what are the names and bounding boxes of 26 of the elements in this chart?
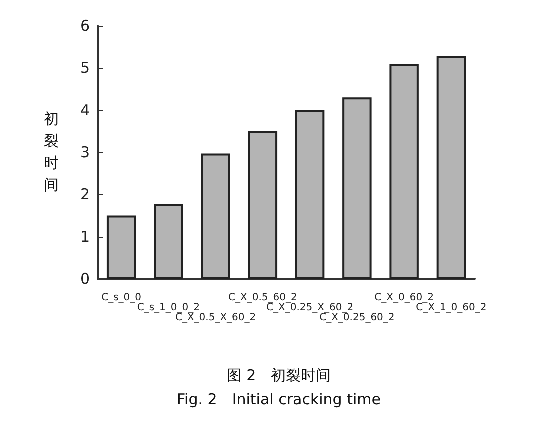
x-tick-label: C_X_0.25_X_60_2 <box>266 302 354 314</box>
y-tick-label: 3 <box>80 144 90 162</box>
bar <box>201 154 230 279</box>
x-tick-label: C_X_0_60_2 <box>374 292 434 304</box>
y-tick-label: 0 <box>80 270 90 288</box>
bar <box>248 131 278 279</box>
x-tick-label: C_s_0_0 <box>102 292 142 304</box>
bar <box>390 64 419 279</box>
x-tick-label: C_X_1_0_60_2 <box>416 302 487 314</box>
x-tick-label: C_s_1_0_0_2 <box>137 302 200 314</box>
x-tick-label: C_X_0.25_60_2 <box>320 312 395 324</box>
bar <box>106 216 136 279</box>
caption: 图 2 初裂时间 <box>226 366 332 384</box>
y-tick-label: 2 <box>80 186 90 204</box>
bar <box>342 98 372 279</box>
y-tick-label: 6 <box>80 17 90 35</box>
caption: Fig. 2 Initial cracking time <box>177 390 381 408</box>
y-axis-title: 初裂时间 <box>44 110 59 194</box>
x-tick-label: C_X_0.5_X_60_2 <box>175 312 256 324</box>
x-tick-label: C_X_0.5_60_2 <box>228 292 298 304</box>
bar <box>436 56 466 279</box>
bar <box>154 204 184 279</box>
y-tick-label: 4 <box>80 101 90 120</box>
y-tick-label: 1 <box>80 228 90 246</box>
y-tick-label: 5 <box>80 59 90 78</box>
bar <box>295 110 325 279</box>
